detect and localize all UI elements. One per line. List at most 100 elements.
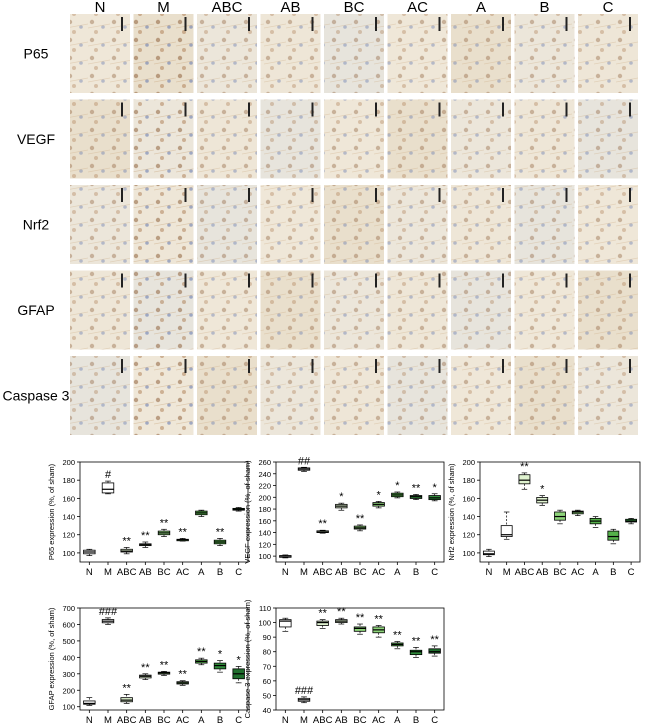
micrograph-texture <box>133 99 194 179</box>
row-label-gfap: GFAP <box>17 302 54 318</box>
significance-marker: ** <box>160 517 169 529</box>
scale-bar <box>502 17 504 31</box>
x-tick-label-bc: BC <box>157 567 170 578</box>
x-tick-label-abc: ABC <box>515 567 535 578</box>
scale-bar <box>375 102 377 117</box>
x-tick-label-a: A <box>394 567 401 578</box>
y-tick-label: 70 <box>263 662 271 671</box>
y-tick-label: 160 <box>62 494 75 503</box>
micrograph-texture <box>578 270 638 350</box>
significance-marker: ** <box>178 669 187 681</box>
scale-bar <box>184 273 187 288</box>
x-tick-label-ac: AC <box>372 715 385 724</box>
y-tick-label: 90 <box>263 633 271 642</box>
box-ab: * <box>335 491 348 511</box>
micrograph-texture <box>324 356 384 435</box>
micrograph-texture <box>260 185 321 264</box>
y-tick-label: 180 <box>258 505 271 514</box>
box-c: * <box>232 654 245 684</box>
micrograph-texture <box>514 185 575 264</box>
significance-marker: ** <box>393 630 402 642</box>
significance-marker: ** <box>356 513 365 525</box>
scale-bar <box>502 102 504 117</box>
boxplot-panel-4: 100 200 300 400 500 600 700 GFAP expression (%,… <box>47 604 249 724</box>
x-tick-label-c: C <box>235 567 242 578</box>
y-tick-label: 120 <box>62 531 75 540</box>
box-b: ** <box>409 482 423 500</box>
micrograph-texture <box>260 356 321 435</box>
x-tick-label-ac: AC <box>372 567 385 578</box>
scale-bar <box>248 359 250 373</box>
significance-marker: ** <box>412 482 421 494</box>
boxplot-panel-1: 100 120 140 160 180 200 P65 expression (%, of … <box>47 458 249 578</box>
box-body <box>518 474 531 485</box>
box-b: ** <box>409 635 423 658</box>
box-abc: ** <box>120 535 133 555</box>
x-tick-label-ab: AB <box>139 567 152 578</box>
box-ac: ** <box>372 613 385 638</box>
x-tick-label-n: N <box>86 567 93 578</box>
significance-marker: * <box>540 484 545 496</box>
row-label-vegf: VEGF <box>17 131 55 147</box>
scale-bar <box>438 188 441 202</box>
y-tick-label: 100 <box>258 552 271 561</box>
scale-bar <box>311 17 314 31</box>
micrograph-texture <box>451 270 511 350</box>
significance-marker: ** <box>318 518 327 530</box>
micrograph-texture <box>578 14 638 93</box>
box-ac: ** <box>176 526 189 542</box>
row-label-p65: P65 <box>24 46 49 62</box>
x-tick-label-a: A <box>592 567 599 578</box>
box-ac: * <box>372 489 385 509</box>
significance-marker: ** <box>197 646 206 658</box>
significance-marker: * <box>433 482 438 494</box>
micrograph-texture <box>260 99 321 179</box>
y-tick-label: 160 <box>258 517 271 526</box>
scale-bar <box>565 102 568 117</box>
column-header-ac: AC <box>407 0 428 16</box>
y-tick-label: 100 <box>62 703 75 712</box>
box-body <box>83 700 96 705</box>
scale-bar <box>438 359 441 373</box>
micrograph-texture <box>324 185 384 264</box>
significance-marker: * <box>218 649 223 661</box>
box-c: ** <box>428 634 441 657</box>
significance-marker: ** <box>178 526 187 538</box>
y-tick-label: 260 <box>258 458 271 467</box>
y-tick-label: 80 <box>263 648 271 657</box>
x-tick-label-abc: ABC <box>313 567 333 578</box>
micrograph-texture <box>70 356 130 435</box>
significance-marker: # <box>105 469 112 481</box>
scale-bar <box>248 273 250 288</box>
x-tick-label-abc: ABC <box>117 567 137 578</box>
row-label-caspase-3: Caspase 3 <box>3 388 70 404</box>
box-b <box>607 528 620 545</box>
y-tick-label: 120 <box>258 540 271 549</box>
x-tick-label-n: N <box>282 567 289 578</box>
box-n <box>83 548 96 556</box>
significance-marker: ** <box>430 634 439 646</box>
y-tick-label: 140 <box>62 513 75 522</box>
micrograph-texture <box>70 185 130 264</box>
scale-bar <box>311 273 314 288</box>
box-ac: ** <box>176 669 189 686</box>
boxplot-panel-5: 40 50 60 70 80 90 100 110 Caspase 3 expression (… <box>243 599 445 724</box>
y-tick-label: 50 <box>263 691 271 700</box>
y-tick-label: 140 <box>462 513 475 522</box>
y-tick-label: 200 <box>62 458 75 467</box>
scale-bar <box>565 17 568 31</box>
scale-bar <box>375 359 377 373</box>
box-n <box>279 617 292 632</box>
box-a: ** <box>195 646 208 666</box>
y-tick-label: 200 <box>62 686 75 695</box>
micrograph-texture <box>387 270 448 350</box>
x-tick-label-ac: AC <box>176 715 189 724</box>
box-n <box>482 548 495 557</box>
boxplot-panel-3: 100 120 140 160 180 200 Nrf2 expression (%, of… <box>447 458 641 578</box>
y-tick-label: 500 <box>62 637 75 646</box>
micrograph-texture <box>70 270 130 350</box>
x-tick-label-n: N <box>485 567 492 578</box>
box-m: ### <box>295 685 314 704</box>
significance-marker: ** <box>216 526 225 538</box>
